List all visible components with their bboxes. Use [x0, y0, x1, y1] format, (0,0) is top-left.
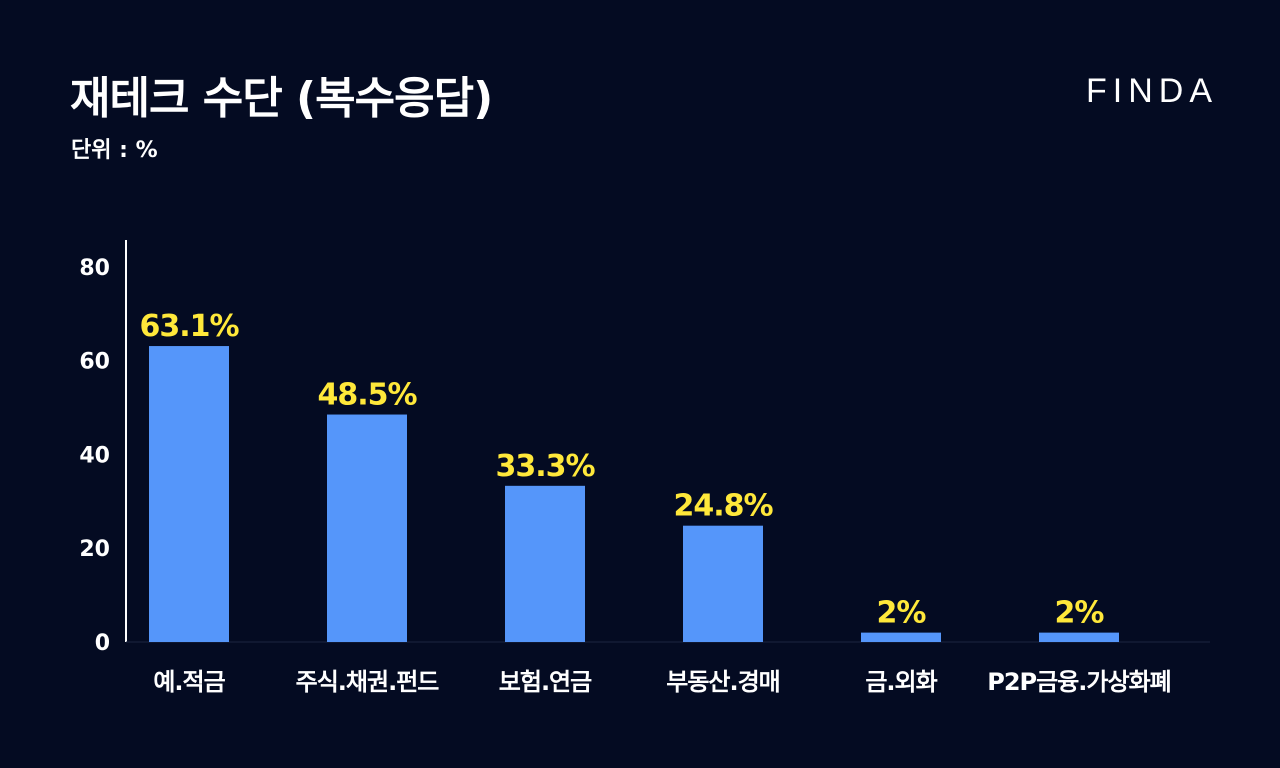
bar [1039, 632, 1119, 642]
y-tick-label: 0 [95, 631, 110, 656]
bar-value-label: 63.1% [139, 309, 239, 344]
chart-title: 재테크 수단 (복수응답) [70, 73, 493, 124]
bar [505, 485, 585, 642]
y-tick-label: 40 [79, 443, 110, 468]
bar-value-label: 48.5% [317, 378, 417, 413]
category-label: 부동산.경매 [666, 668, 780, 696]
bar-value-label: 2% [877, 596, 927, 631]
bar [861, 632, 941, 642]
bar [327, 414, 407, 642]
unit-label: 단위 : % [71, 138, 158, 163]
y-tick-label: 60 [79, 350, 110, 375]
bar [683, 525, 763, 642]
category-label: 주식.채권.펀드 [296, 668, 440, 696]
bar-value-label: 24.8% [673, 489, 773, 524]
bar [149, 346, 229, 642]
y-tick-label: 80 [79, 256, 110, 281]
y-tick-label: 20 [79, 537, 110, 562]
bar-value-label: 33.3% [495, 449, 595, 484]
category-label: 금.외화 [865, 668, 937, 696]
category-label: 예.적금 [153, 668, 225, 696]
finda-logo: FINDA [1086, 72, 1218, 110]
bar-value-label: 2% [1055, 596, 1105, 631]
category-label: 보험.연금 [499, 668, 592, 696]
category-label: P2P금융.가상화폐 [987, 668, 1170, 696]
